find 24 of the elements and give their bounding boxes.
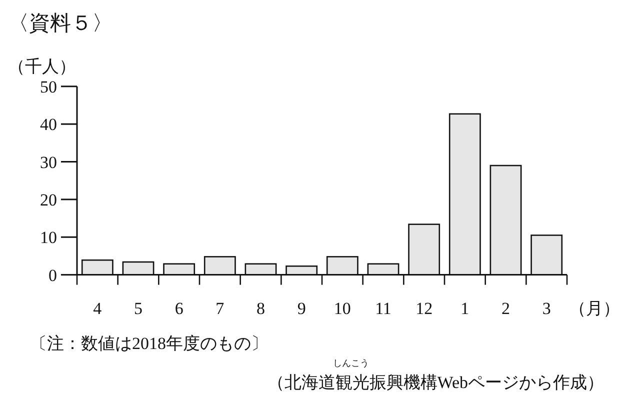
x-tick-label: 4 xyxy=(93,299,102,318)
chart-title: 〈資料５〉 xyxy=(8,11,113,35)
y-tick-label: 30 xyxy=(40,152,57,172)
x-tick-label: 2 xyxy=(502,299,510,318)
y-tick-label: 10 xyxy=(40,228,57,248)
x-tick-label: 3 xyxy=(542,299,551,318)
y-tick-label: 20 xyxy=(40,190,57,210)
y-tick-label: 50 xyxy=(40,77,57,96)
x-tick-label: 12 xyxy=(416,299,433,318)
x-tick-label: 5 xyxy=(134,299,142,318)
x-tick-label: 8 xyxy=(256,299,265,318)
x-tick-label: 7 xyxy=(216,299,225,318)
y-axis-title: （千人） xyxy=(8,57,76,76)
y-tick-label: 0 xyxy=(48,266,57,285)
text: 〔注：数値は2018年度のもの〕 xyxy=(30,334,268,353)
x-tick-label: 6 xyxy=(174,299,184,318)
x-tick-label: 1 xyxy=(460,299,470,318)
x-tick-label: 11 xyxy=(375,299,392,318)
text: しんこう xyxy=(333,358,369,368)
y-tick-label: 40 xyxy=(40,115,57,134)
x-tick-label: 9 xyxy=(297,299,306,318)
x-tick-label: 10 xyxy=(334,299,351,318)
x-axis-title: （月） xyxy=(569,299,620,318)
text: （北海道観光振興機構Webページから作成） xyxy=(267,373,604,392)
